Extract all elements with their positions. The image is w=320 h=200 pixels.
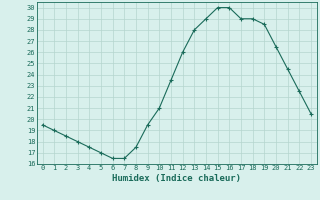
X-axis label: Humidex (Indice chaleur): Humidex (Indice chaleur) (112, 174, 241, 183)
